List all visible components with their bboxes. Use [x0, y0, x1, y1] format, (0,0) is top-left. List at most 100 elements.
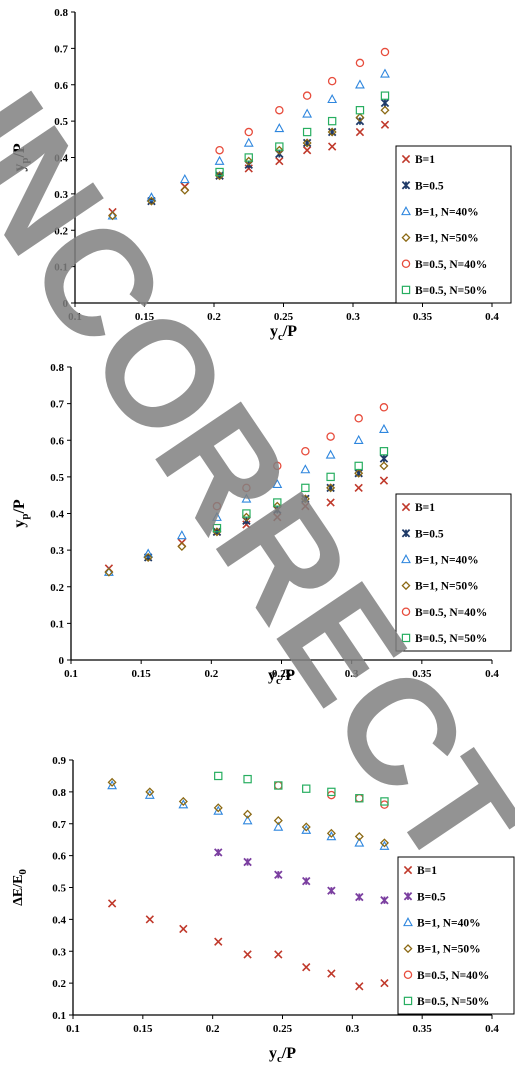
- legend-label: B=0.5: [417, 891, 446, 903]
- y-tick-label: 0.3: [54, 189, 68, 201]
- x-tick-label: 0.15: [135, 311, 155, 323]
- data-point: [274, 123, 285, 133]
- y-tick-label: 0.2: [54, 225, 68, 237]
- data-point: [379, 447, 389, 456]
- chart-2: 00.10.20.30.40.50.60.70.80.1 0.15 0.2 0.25 0…: [11, 362, 512, 687]
- data-point: [107, 780, 118, 790]
- legend-label: B=1, N=40%: [415, 206, 479, 218]
- data-point: [146, 192, 157, 202]
- data-point: [380, 896, 389, 905]
- legend-marker: [401, 633, 411, 643]
- legend-label: B=1, N=40%: [415, 554, 479, 566]
- data-point: [212, 501, 222, 511]
- series-6: [214, 771, 389, 806]
- data-point: [300, 464, 311, 474]
- x-tick-label: 0.3: [346, 311, 360, 323]
- data-point: [212, 523, 222, 533]
- legend-marker: [403, 892, 413, 901]
- y-tick-label: 0.7: [54, 43, 68, 55]
- data-point: [214, 771, 223, 781]
- y-tick-label: 0.4: [50, 509, 64, 521]
- data-point: [380, 98, 390, 108]
- legend-marker: [401, 233, 411, 243]
- y-tick-label: 0.5: [54, 116, 68, 128]
- legend: B=1 B=0.5 B=1, N=40% B=1, N=50% B=0.5, N=40%…: [395, 145, 512, 304]
- data-point: [242, 509, 251, 518]
- data-point: [379, 838, 389, 848]
- data-point: [243, 809, 253, 819]
- legend-marker: [401, 181, 411, 190]
- y-tick-label: 0.3: [50, 545, 64, 557]
- legend-marker: [403, 970, 413, 980]
- legend-label: B=0.5, N=50%: [417, 996, 489, 1008]
- data-point: [274, 870, 283, 879]
- data-point: [273, 461, 282, 471]
- y-tick-label: 0.9: [52, 755, 66, 767]
- data-point: [273, 821, 284, 831]
- data-point: [241, 512, 251, 522]
- y-tick-label: 0.4: [52, 914, 66, 926]
- data-point: [326, 498, 335, 507]
- y-tick-label: 0.8: [50, 362, 64, 374]
- data-point: [379, 403, 389, 412]
- data-point: [243, 857, 252, 867]
- y-axis-title: ΔE/E0: [11, 869, 29, 906]
- legend-label: B=0.5, N=40%: [417, 970, 489, 982]
- legend-marker: [401, 529, 411, 538]
- data-point: [243, 137, 254, 147]
- data-point: [353, 434, 364, 444]
- x-tick-label: 0.15: [132, 668, 152, 680]
- data-point: [327, 116, 337, 126]
- series-4: [107, 777, 389, 848]
- data-point: [380, 797, 389, 806]
- y-tick-label: 0: [63, 298, 69, 310]
- x-tick-label: 0.3: [345, 1023, 359, 1035]
- legend-label: B=0.5, N=40%: [415, 607, 487, 619]
- data-point: [326, 483, 335, 493]
- data-point: [302, 91, 312, 100]
- y-tick-label: 0.2: [52, 978, 66, 990]
- data-point: [177, 541, 187, 551]
- data-point: [302, 146, 312, 155]
- data-point: [215, 167, 224, 177]
- data-point: [179, 173, 190, 184]
- data-point: [301, 446, 310, 456]
- y-tick-label: 0.1: [54, 262, 68, 274]
- data-point: [273, 498, 282, 507]
- data-point: [180, 185, 190, 195]
- data-point: [275, 105, 284, 115]
- y-tick-label: 0.8: [54, 7, 68, 19]
- data-point: [327, 787, 336, 797]
- data-point: [274, 781, 283, 790]
- data-point: [301, 502, 310, 511]
- x-tick-label: 0.25: [272, 668, 292, 680]
- data-point: [178, 799, 189, 809]
- data-point: [354, 468, 363, 478]
- legend-label: B=1: [415, 154, 435, 166]
- data-point: [146, 196, 156, 206]
- x-tick-label: 0.4: [485, 311, 499, 323]
- x-axis-title: yc/P: [269, 1045, 296, 1065]
- data-point: [143, 548, 154, 558]
- x-axis-title: yc/P: [268, 667, 295, 687]
- legend-box: [395, 145, 512, 304]
- data-point: [302, 876, 311, 886]
- data-point: [274, 145, 284, 155]
- y-axis-title: yp/P: [11, 499, 31, 528]
- x-axis-title: yc/P: [270, 323, 297, 343]
- data-point: [380, 105, 390, 115]
- data-point: [380, 47, 390, 57]
- y-tick-label: 0.4: [54, 153, 68, 165]
- legend-label: B=0.5: [415, 528, 444, 540]
- data-point: [379, 840, 390, 850]
- legend-label: B=0.5, N=40%: [415, 259, 487, 271]
- data-point: [302, 963, 311, 972]
- legend-marker: [401, 285, 411, 295]
- data-point: [327, 76, 337, 86]
- data-point: [179, 924, 188, 934]
- data-point: [275, 142, 284, 151]
- data-point: [244, 127, 253, 137]
- data-point: [214, 155, 225, 165]
- data-point: [273, 816, 283, 826]
